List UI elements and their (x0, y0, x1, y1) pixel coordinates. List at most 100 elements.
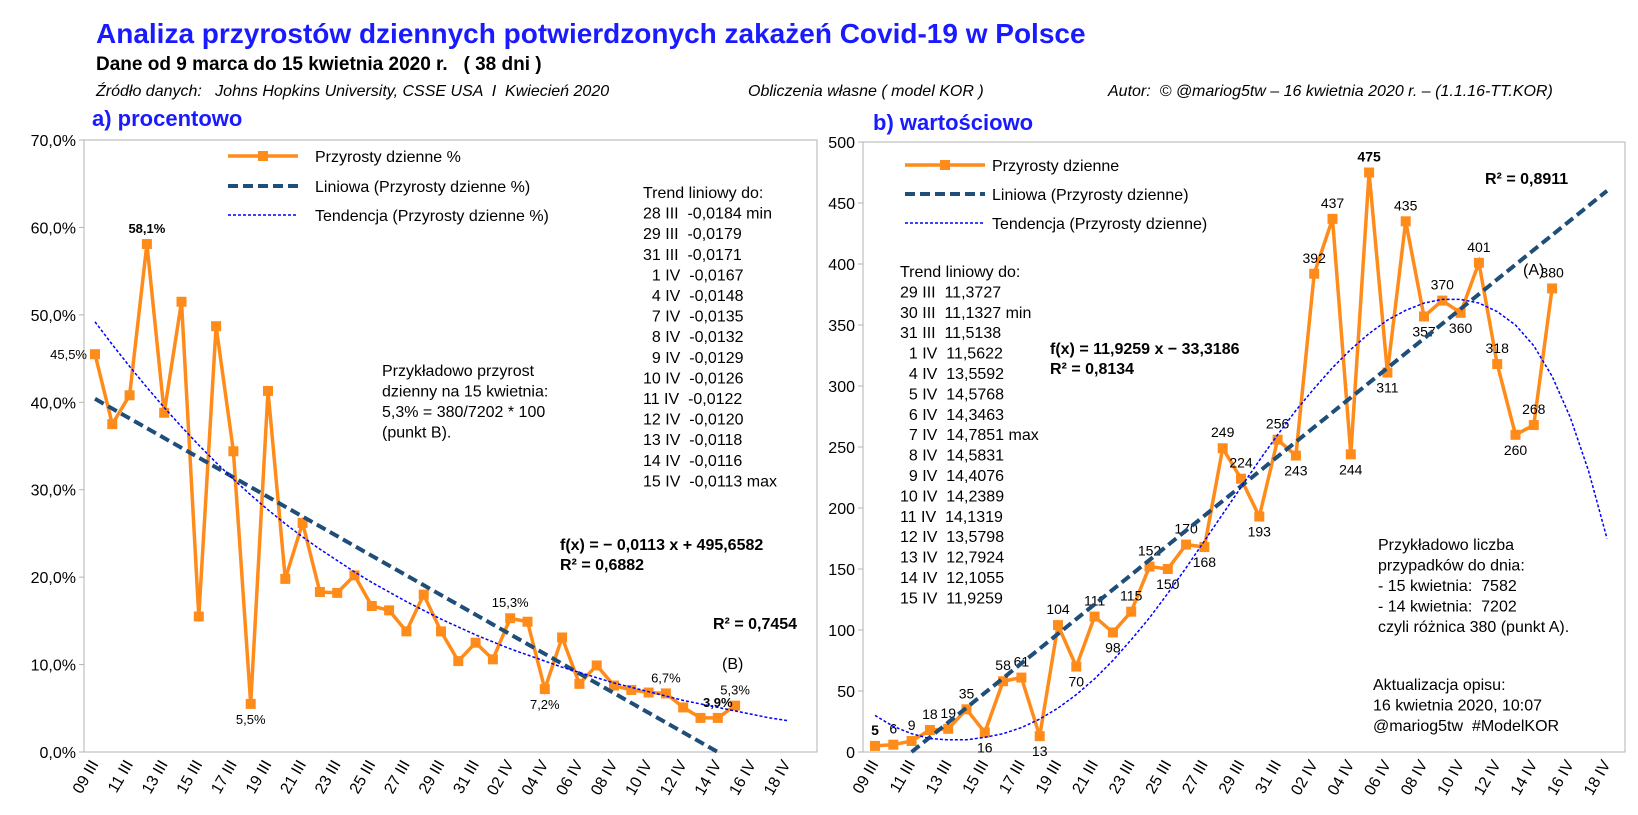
legend-label: Przyrosty dzienne % (315, 149, 461, 166)
marker (1345, 449, 1356, 460)
marker (522, 616, 533, 627)
marker (870, 740, 880, 751)
data-label: 392 (1303, 250, 1327, 266)
data-label: 370 (1431, 277, 1455, 293)
marker (1144, 561, 1155, 572)
legend-label: Liniowa (Przyrosty dzienne) (992, 187, 1189, 204)
y-tick-label: 350 (828, 318, 855, 335)
data-label: 5,3% (720, 683, 750, 698)
y-tick-label: 0,0% (40, 745, 76, 762)
marker (176, 296, 187, 307)
trend-item: 11 IV 14,1319 (900, 509, 1003, 526)
trend-item: 10 IV -0,0126 (643, 370, 744, 387)
marker (660, 688, 671, 699)
y-tick-label: 100 (828, 623, 855, 640)
trend-item: 8 IV 14,5831 (900, 448, 1004, 465)
marker (90, 349, 100, 360)
marker (678, 702, 689, 713)
y-tick-label: 10,0% (31, 658, 76, 675)
data-label: 311 (1376, 380, 1399, 396)
note: (punkt B). (382, 425, 451, 442)
trend-item: 31 III -0,0171 (643, 247, 742, 264)
trend-item: 9 IV -0,0129 (643, 350, 744, 367)
trend-line (910, 189, 1609, 754)
marker (730, 700, 741, 711)
note: przypadków do dnia: (1378, 558, 1525, 575)
subtitle: Dane od 9 marca do 15 kwietnia 2020 r. (… (96, 54, 542, 75)
trend-item: 13 IV -0,0118 (643, 432, 742, 449)
data-label: 7,2% (530, 697, 560, 712)
marker (418, 589, 429, 600)
note: 5,3% = 380/7202 * 100 (382, 404, 545, 421)
trend-title: Trend liniowy do: (643, 185, 763, 202)
trend-item: 15 IV -0,0113 max (643, 473, 777, 490)
marker (1217, 443, 1228, 454)
y-tick-label: 400 (828, 257, 855, 274)
trend-item: 9 IV 14,4076 (900, 468, 1004, 485)
marker (539, 684, 550, 695)
note: czyli różnica 380 (punkt A). (1378, 619, 1569, 636)
marker (332, 587, 343, 598)
data-label: 111 (1084, 593, 1105, 609)
trend-item: 1 IV 11,5622 (900, 346, 1003, 363)
marker (591, 660, 602, 671)
trend-item: 4 IV -0,0148 (643, 288, 744, 305)
chart-title: a) procentowo (92, 106, 242, 131)
r2-linear: R² = 0,8134 (1050, 361, 1134, 378)
data-label: 435 (1394, 197, 1418, 213)
note: - 15 kwietnia: 7582 (1378, 578, 1517, 595)
data-label: 150 (1156, 576, 1180, 592)
marker (159, 407, 170, 418)
method: Obliczenia własne ( model KOR ) (748, 83, 984, 100)
marker (924, 725, 935, 736)
trend-item: 12 IV -0,0120 (643, 412, 744, 429)
note: Przykładowo liczba (1378, 537, 1514, 554)
marker (1272, 434, 1283, 445)
y-tick-label: 30,0% (31, 483, 76, 500)
marker (211, 321, 222, 332)
data-label: 168 (1193, 554, 1217, 570)
marker (1309, 268, 1320, 279)
data-label: 437 (1321, 195, 1345, 211)
note: 16 kwietnia 2020, 10:07 (1373, 698, 1542, 715)
data-label: 45,5% (50, 347, 87, 362)
r2-poly: R² = 0,7454 (713, 616, 797, 633)
marker (1162, 564, 1173, 574)
marker (557, 632, 568, 643)
marker (470, 637, 481, 648)
data-label: 18 (922, 706, 938, 722)
marker (349, 570, 360, 581)
y-tick-label: 450 (828, 196, 855, 213)
y-tick-label: 40,0% (31, 395, 76, 412)
marker (1236, 473, 1246, 484)
data-label: 104 (1046, 601, 1070, 617)
data-label: 268 (1522, 401, 1546, 417)
y-tick-label: 70,0% (31, 133, 76, 150)
y-tick-label: 200 (828, 501, 855, 518)
data-label: 16 (977, 739, 993, 755)
marker (1400, 216, 1411, 227)
marker (1510, 429, 1521, 440)
y-tick-label: 250 (828, 440, 855, 457)
data-label: 13 (1032, 743, 1048, 759)
r2-poly: R² = 0,8911 (1485, 171, 1568, 188)
trend-item: 7 IV 14,7851 max (900, 427, 1039, 444)
data-label: 35 (959, 685, 975, 701)
data-label: 115 (1120, 588, 1143, 604)
trend-title: Trend liniowy do: (900, 264, 1020, 281)
data-label: 244 (1339, 461, 1363, 477)
marker (384, 605, 395, 616)
data-label: 58,1% (128, 221, 165, 236)
data-label: 98 (1105, 639, 1121, 655)
source: Źródło danych: Johns Hopkins University,… (95, 81, 609, 100)
trend-item: 13 IV 12,7924 (900, 550, 1004, 567)
trend-item: 1 IV -0,0167 (643, 267, 744, 284)
marker (1290, 450, 1301, 461)
y-tick-label: 300 (828, 379, 855, 396)
y-tick-label: 20,0% (31, 570, 76, 587)
marker (1528, 420, 1539, 431)
note: @mariog5tw #ModelKOR (1373, 718, 1559, 735)
y-tick-label: 500 (828, 135, 855, 152)
data-label: 193 (1248, 524, 1272, 540)
